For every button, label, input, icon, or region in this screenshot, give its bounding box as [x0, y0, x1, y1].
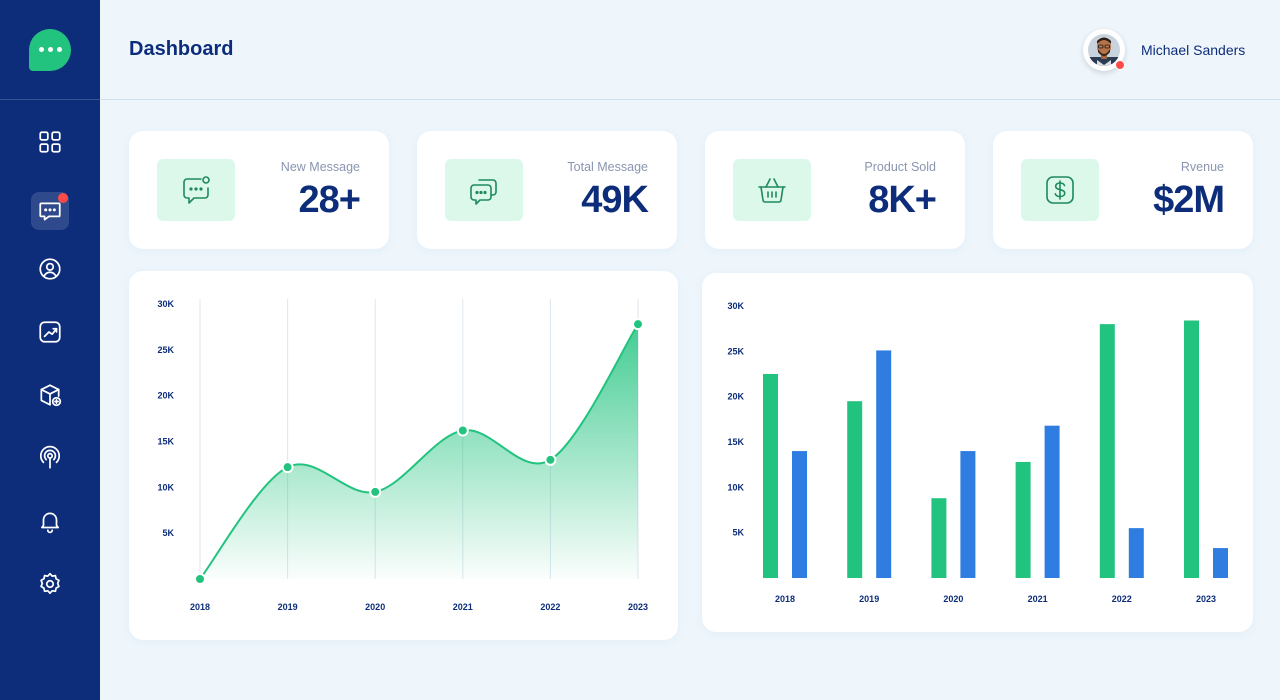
bar-chart: 5K 10K 15K 20K 25K 30K 2018 2019 2020 2021 2022 202…	[727, 301, 1228, 604]
sidebar-item-location[interactable]	[31, 439, 69, 477]
x-tick-label: 2022	[1112, 594, 1132, 604]
x-tick-label: 2018	[775, 594, 795, 604]
x-tick-label: 2023	[1196, 594, 1216, 604]
stat-value: 8K+	[868, 179, 937, 221]
series-line	[199, 323, 639, 580]
y-tick-label: 10K	[727, 482, 744, 492]
bar-green[interactable]	[1015, 461, 1031, 578]
bell-icon	[41, 512, 59, 534]
bar-green[interactable]	[1099, 324, 1115, 578]
stat-label: Rvenue	[1180, 160, 1224, 174]
bar-blue[interactable]	[792, 451, 807, 578]
stat-card-new-message: New Message 28+	[129, 131, 389, 249]
y-tick-label: 25K	[157, 345, 174, 355]
y-tick-label: 25K	[727, 346, 744, 356]
messages-icon	[445, 159, 523, 221]
stat-label: Product Sold	[864, 160, 936, 174]
stat-label: New Message	[280, 160, 360, 174]
bar-blue[interactable]	[876, 350, 892, 578]
analytics-icon	[39, 321, 61, 343]
y-tick-label: 15K	[727, 437, 744, 447]
data-point[interactable]	[194, 573, 206, 585]
x-tick-label: 2020	[943, 594, 963, 604]
y-tick-label: 30K	[727, 301, 744, 311]
sidebar-item-products[interactable]	[31, 376, 69, 414]
area-chart-card: 5K 10K 15K 20K 25K 30K 2018 2019 2020 2021 2022 202…	[129, 271, 678, 640]
x-tick-label: 2022	[540, 602, 560, 612]
y-tick-label: 10K	[157, 482, 174, 492]
bar-chart-card: 5K 10K 15K 20K 25K 30K 2018 2019 2020 2021 2022 202…	[702, 273, 1253, 632]
logo-area	[0, 0, 100, 100]
chat-bubble-logo-icon[interactable]	[29, 28, 71, 71]
area-chart: 5K 10K 15K 20K 25K 30K 2018 2019 2020 2021 2022 202…	[157, 299, 648, 612]
x-tick-label: 2021	[1028, 594, 1048, 604]
y-tick-label: 30K	[157, 299, 174, 309]
x-tick-label: 2018	[190, 602, 210, 612]
user-avatar-image	[1088, 34, 1120, 66]
user-name[interactable]: Michael Sanders	[1141, 42, 1246, 58]
x-tick-label: 2019	[278, 602, 298, 612]
stat-label: Total Message	[567, 160, 648, 174]
stat-value: 28+	[298, 179, 361, 221]
data-point[interactable]	[281, 461, 294, 474]
stat-value: $2M	[1153, 179, 1225, 221]
grid-icon	[39, 131, 61, 153]
message-notification-icon	[157, 159, 235, 221]
bar-green[interactable]	[1184, 320, 1199, 578]
data-point[interactable]	[456, 424, 469, 437]
page-title: Dashboard	[129, 38, 234, 60]
user-icon	[39, 258, 61, 280]
stat-card-total-message: Total Message 49K	[417, 131, 677, 249]
bar-blue[interactable]	[1044, 425, 1060, 578]
status-indicator	[1115, 60, 1125, 70]
dollar-icon	[1021, 159, 1099, 221]
notification-badge	[58, 193, 68, 203]
y-tick-label: 20K	[157, 391, 174, 401]
bar-green[interactable]	[847, 401, 863, 578]
bar-blue[interactable]	[1128, 528, 1144, 578]
sidebar-item-analytics[interactable]	[31, 313, 69, 351]
bar-blue[interactable]	[1213, 548, 1228, 578]
x-tick-label: 2020	[365, 602, 385, 612]
x-tick-label: 2023	[628, 602, 648, 612]
y-tick-label: 5K	[162, 528, 174, 538]
sidebar-item-profile[interactable]	[31, 250, 69, 288]
sidebar-item-messages[interactable]	[31, 192, 69, 230]
message-icon	[39, 202, 61, 221]
data-point[interactable]	[632, 318, 644, 331]
x-tick-label: 2021	[453, 602, 473, 612]
basket-icon	[733, 159, 811, 221]
y-tick-label: 15K	[157, 437, 174, 447]
settings-icon	[40, 572, 60, 595]
bar-green[interactable]	[931, 498, 947, 578]
bar-green[interactable]	[763, 374, 778, 578]
y-tick-label: 20K	[727, 392, 744, 402]
area-fill	[200, 324, 638, 579]
sidebar	[0, 0, 100, 700]
x-tick-label: 2019	[859, 594, 879, 604]
data-point[interactable]	[369, 485, 382, 498]
data-point[interactable]	[544, 453, 557, 466]
sidebar-item-settings[interactable]	[31, 565, 69, 603]
avatar[interactable]	[1083, 29, 1125, 71]
box-add-icon	[40, 384, 62, 407]
stat-card-revenue: Rvenue $2M	[993, 131, 1253, 249]
y-tick-label: 5K	[732, 528, 744, 538]
location-icon	[39, 445, 61, 469]
top-header: Dashboard Michael Sanders	[100, 0, 1280, 100]
bar-blue[interactable]	[960, 451, 976, 578]
sidebar-item-dashboard[interactable]	[31, 123, 69, 161]
sidebar-item-notifications[interactable]	[31, 502, 69, 540]
stat-card-product-sold: Product Sold 8K+	[705, 131, 965, 249]
stat-value: 49K	[581, 179, 649, 221]
